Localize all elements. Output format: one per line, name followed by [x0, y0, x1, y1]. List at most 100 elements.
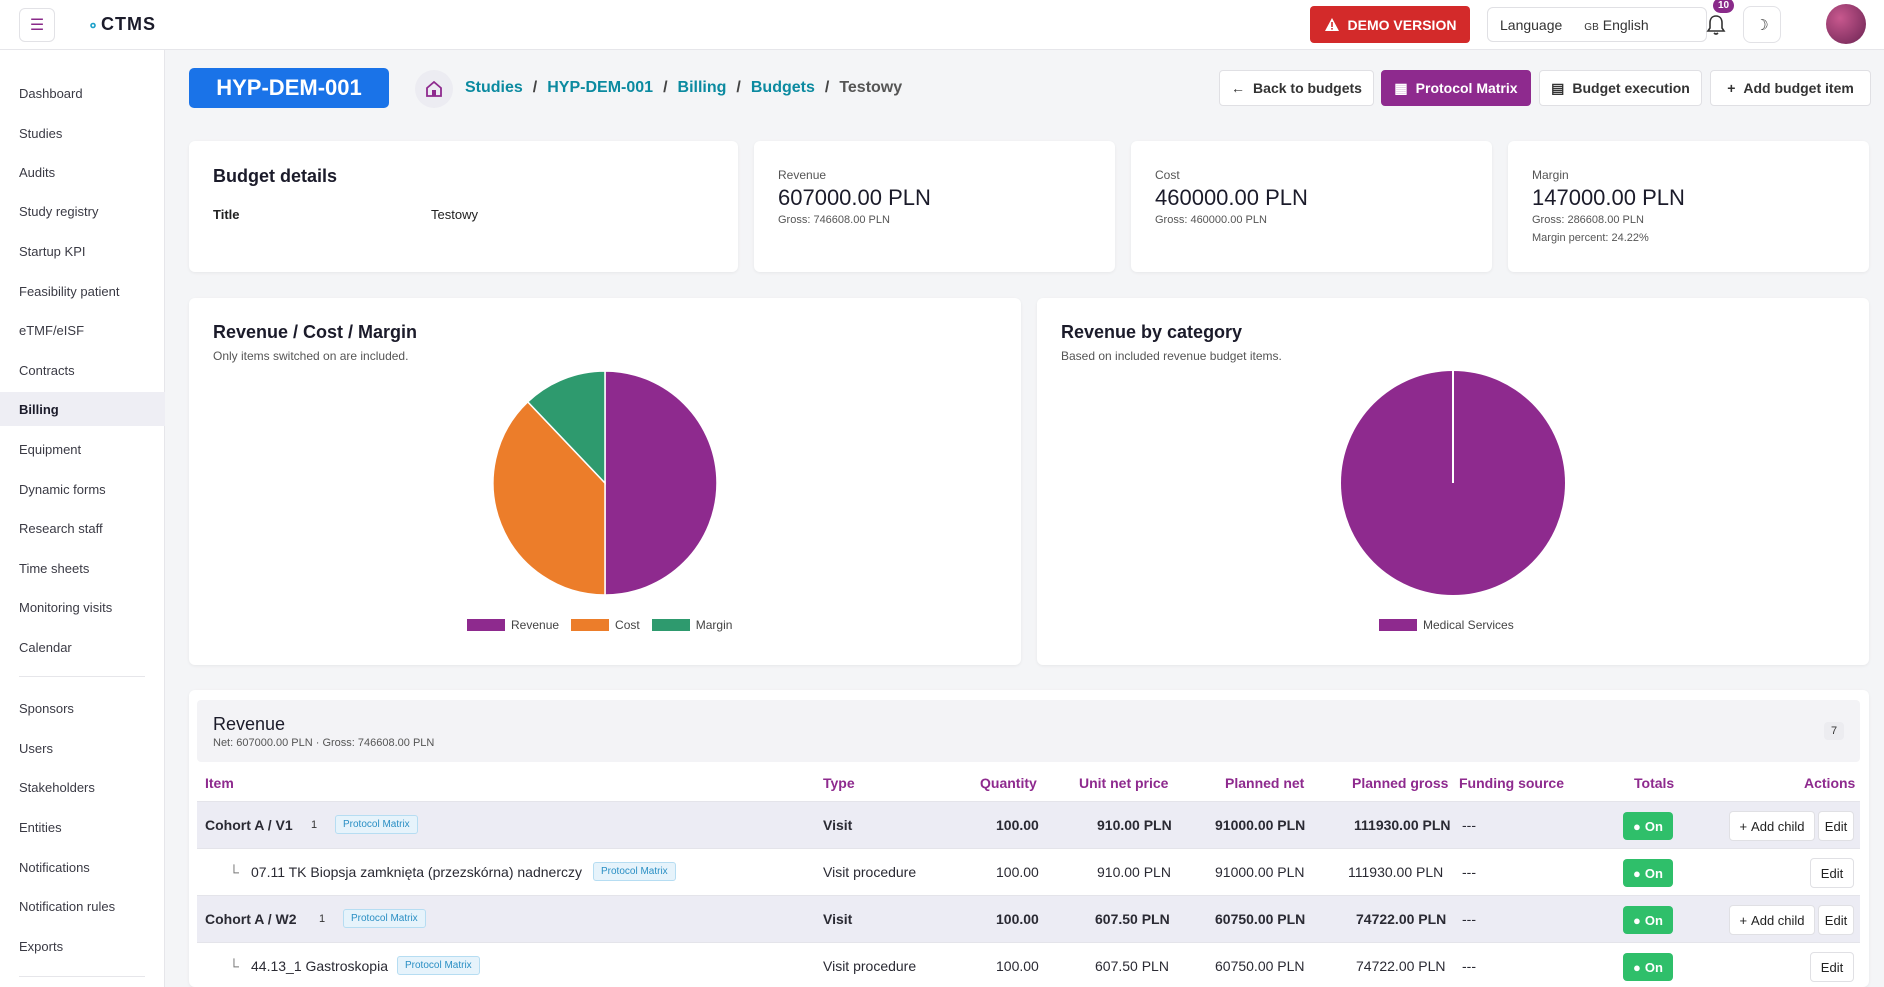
row-planned-gross: 111930.00 PLN [1354, 817, 1451, 833]
col-actions[interactable]: Actions [1804, 775, 1856, 791]
sidebar-item-notification-rules[interactable]: Notification rules [19, 898, 116, 914]
menu-toggle-button[interactable]: ☰ [19, 8, 55, 42]
revenue-section-summary: Net: 607000.00 PLN · Gross: 746608.00 PL… [213, 737, 435, 749]
plus-icon: + [1739, 818, 1748, 834]
col-quantity[interactable]: Quantity [980, 775, 1037, 791]
sidebar-item-studies[interactable]: Studies [19, 125, 63, 141]
breadcrumb-study[interactable]: HYP-DEM-001 [547, 79, 654, 96]
edit-button[interactable]: Edit [1810, 952, 1854, 982]
pie-slice-margin [526, 370, 606, 485]
logo-text: CTMS [101, 14, 157, 34]
edit-button[interactable]: Edit [1818, 811, 1854, 841]
sidebar-item-dynamic-forms[interactable]: Dynamic forms [19, 481, 106, 497]
plus-icon: + [1739, 912, 1748, 928]
totals-toggle[interactable]: ● On [1623, 953, 1673, 981]
row-funding: --- [1462, 958, 1476, 974]
notifications-button[interactable] [1702, 10, 1730, 40]
sidebar-item-etmf[interactable]: eTMF/eISF [19, 322, 85, 338]
row-type: Visit [823, 911, 853, 927]
sidebar-item-exports[interactable]: Exports [19, 938, 64, 954]
chart-rcm-legend: Revenue Cost Margin [467, 618, 732, 632]
language-select[interactable]: Language GB English [1487, 7, 1707, 42]
totals-toggle[interactable]: ● On [1623, 906, 1673, 934]
legend-item-medical-services[interactable]: Medical Services [1379, 618, 1514, 632]
breadcrumb-billing[interactable]: Billing [677, 79, 727, 96]
sidebar-item-notifications[interactable]: Notifications [19, 859, 90, 875]
col-type[interactable]: Type [823, 775, 855, 791]
sidebar-item-monitoring-visits[interactable]: Monitoring visits [19, 599, 113, 615]
revenue-by-category-card: Revenue by category Based on included re… [1037, 298, 1869, 665]
user-avatar[interactable] [1826, 4, 1866, 44]
row-type: Visit [823, 817, 853, 833]
sidebar-item-equipment[interactable]: Equipment [19, 441, 82, 457]
totals-toggle[interactable]: ● On [1623, 859, 1673, 887]
row-planned-net: 60750.00 PLN [1215, 911, 1306, 927]
add-child-label: Add child [1751, 818, 1805, 834]
sidebar-item-users[interactable]: Users [19, 740, 53, 756]
margin-kpi-label: Margin [1532, 168, 1569, 182]
budget-execution-button[interactable]: ▤ Budget execution [1539, 70, 1702, 106]
document-icon: ▤ [1551, 79, 1565, 96]
add-child-button[interactable]: + Add child [1729, 811, 1815, 841]
totals-toggle[interactable]: ● On [1623, 812, 1673, 840]
table-icon: ▦ [1394, 79, 1408, 96]
col-item[interactable]: Item [205, 775, 234, 791]
cost-kpi-gross: Gross: 460000.00 PLN [1155, 214, 1267, 226]
row-planned-gross: 74722.00 PLN [1356, 958, 1446, 974]
col-unit-net-price[interactable]: Unit net price [1079, 775, 1169, 791]
sidebar-item-study-registry[interactable]: Study registry [19, 203, 99, 219]
language-value: English [1602, 16, 1649, 33]
sidebar-item-billing[interactable]: Billing [0, 392, 165, 426]
col-funding-source[interactable]: Funding source [1459, 775, 1564, 791]
sidebar-item-sponsors[interactable]: Sponsors [19, 700, 74, 716]
sidebar-item-contracts[interactable]: Contracts [19, 362, 75, 378]
protocol-matrix-tag: Protocol Matrix [335, 815, 418, 834]
row-unit-net: 607.50 PLN [1095, 911, 1170, 927]
legend-item-margin[interactable]: Margin [651, 618, 732, 632]
toggle-label: On [1644, 912, 1663, 928]
sidebar-item-stakeholders[interactable]: Stakeholders [19, 779, 95, 795]
sidebar-item-calendar[interactable]: Calendar [19, 639, 72, 655]
legend-item-revenue[interactable]: Revenue [467, 618, 559, 632]
budget-details-title: Budget details [213, 166, 338, 186]
home-button[interactable] [415, 70, 453, 108]
sidebar-item-dashboard[interactable]: Dashboard [19, 85, 83, 101]
add-budget-item-button[interactable]: + Add budget item [1710, 70, 1871, 106]
col-totals[interactable]: Totals [1634, 775, 1675, 791]
sidebar-divider [19, 976, 145, 977]
sidebar-item-feasibility-patient[interactable]: Feasibility patient [19, 283, 120, 299]
app-logo[interactable]: ∘ CTMS [88, 14, 156, 35]
row-funding: --- [1462, 911, 1476, 927]
revenue-by-category-pie [1341, 371, 1565, 595]
back-to-budgets-button[interactable]: ← Back to budgets [1219, 70, 1374, 106]
col-planned-net[interactable]: Planned net [1225, 775, 1305, 791]
legend-item-cost[interactable]: Cost [571, 618, 640, 632]
add-child-button[interactable]: + Add child [1729, 905, 1815, 935]
revenue-section-title: Revenue [213, 714, 286, 734]
revenue-section-header: Revenue Net: 607000.00 PLN · Gross: 7466… [197, 700, 1860, 762]
breadcrumb-studies[interactable]: Studies [465, 79, 523, 96]
protocol-matrix-button[interactable]: ▦ Protocol Matrix [1381, 70, 1531, 106]
sidebar-item-entities[interactable]: Entities [19, 819, 62, 835]
row-quantity: 100.00 [996, 958, 1039, 974]
sidebar-item-audits[interactable]: Audits [19, 164, 56, 180]
breadcrumb-budgets[interactable]: Budgets [750, 79, 815, 96]
back-label: Back to budgets [1253, 80, 1362, 96]
edit-button[interactable]: Edit [1810, 858, 1854, 888]
col-planned-gross[interactable]: Planned gross [1352, 775, 1449, 791]
legend-swatch [467, 619, 505, 631]
toggle-icon: ● [1633, 959, 1641, 975]
sidebar-item-time-sheets[interactable]: Time sheets [19, 560, 90, 576]
legend-swatch [1379, 619, 1417, 631]
hamburger-icon: ☰ [29, 17, 45, 34]
demo-version-button[interactable]: DEMO VERSION [1310, 6, 1470, 43]
sidebar-item-research-staff[interactable]: Research staff [19, 520, 103, 536]
theme-toggle-button[interactable]: ☽ [1743, 6, 1781, 43]
cost-kpi-value: 460000.00 PLN [1155, 185, 1308, 210]
edit-button[interactable]: Edit [1818, 905, 1854, 935]
sidebar-item-startup-kpi[interactable]: Startup KPI [19, 243, 86, 259]
row-item: Cohort A / V1 [205, 817, 293, 833]
home-icon [426, 81, 442, 97]
language-label: Language [1500, 16, 1563, 33]
legend-label: Revenue [511, 618, 560, 632]
